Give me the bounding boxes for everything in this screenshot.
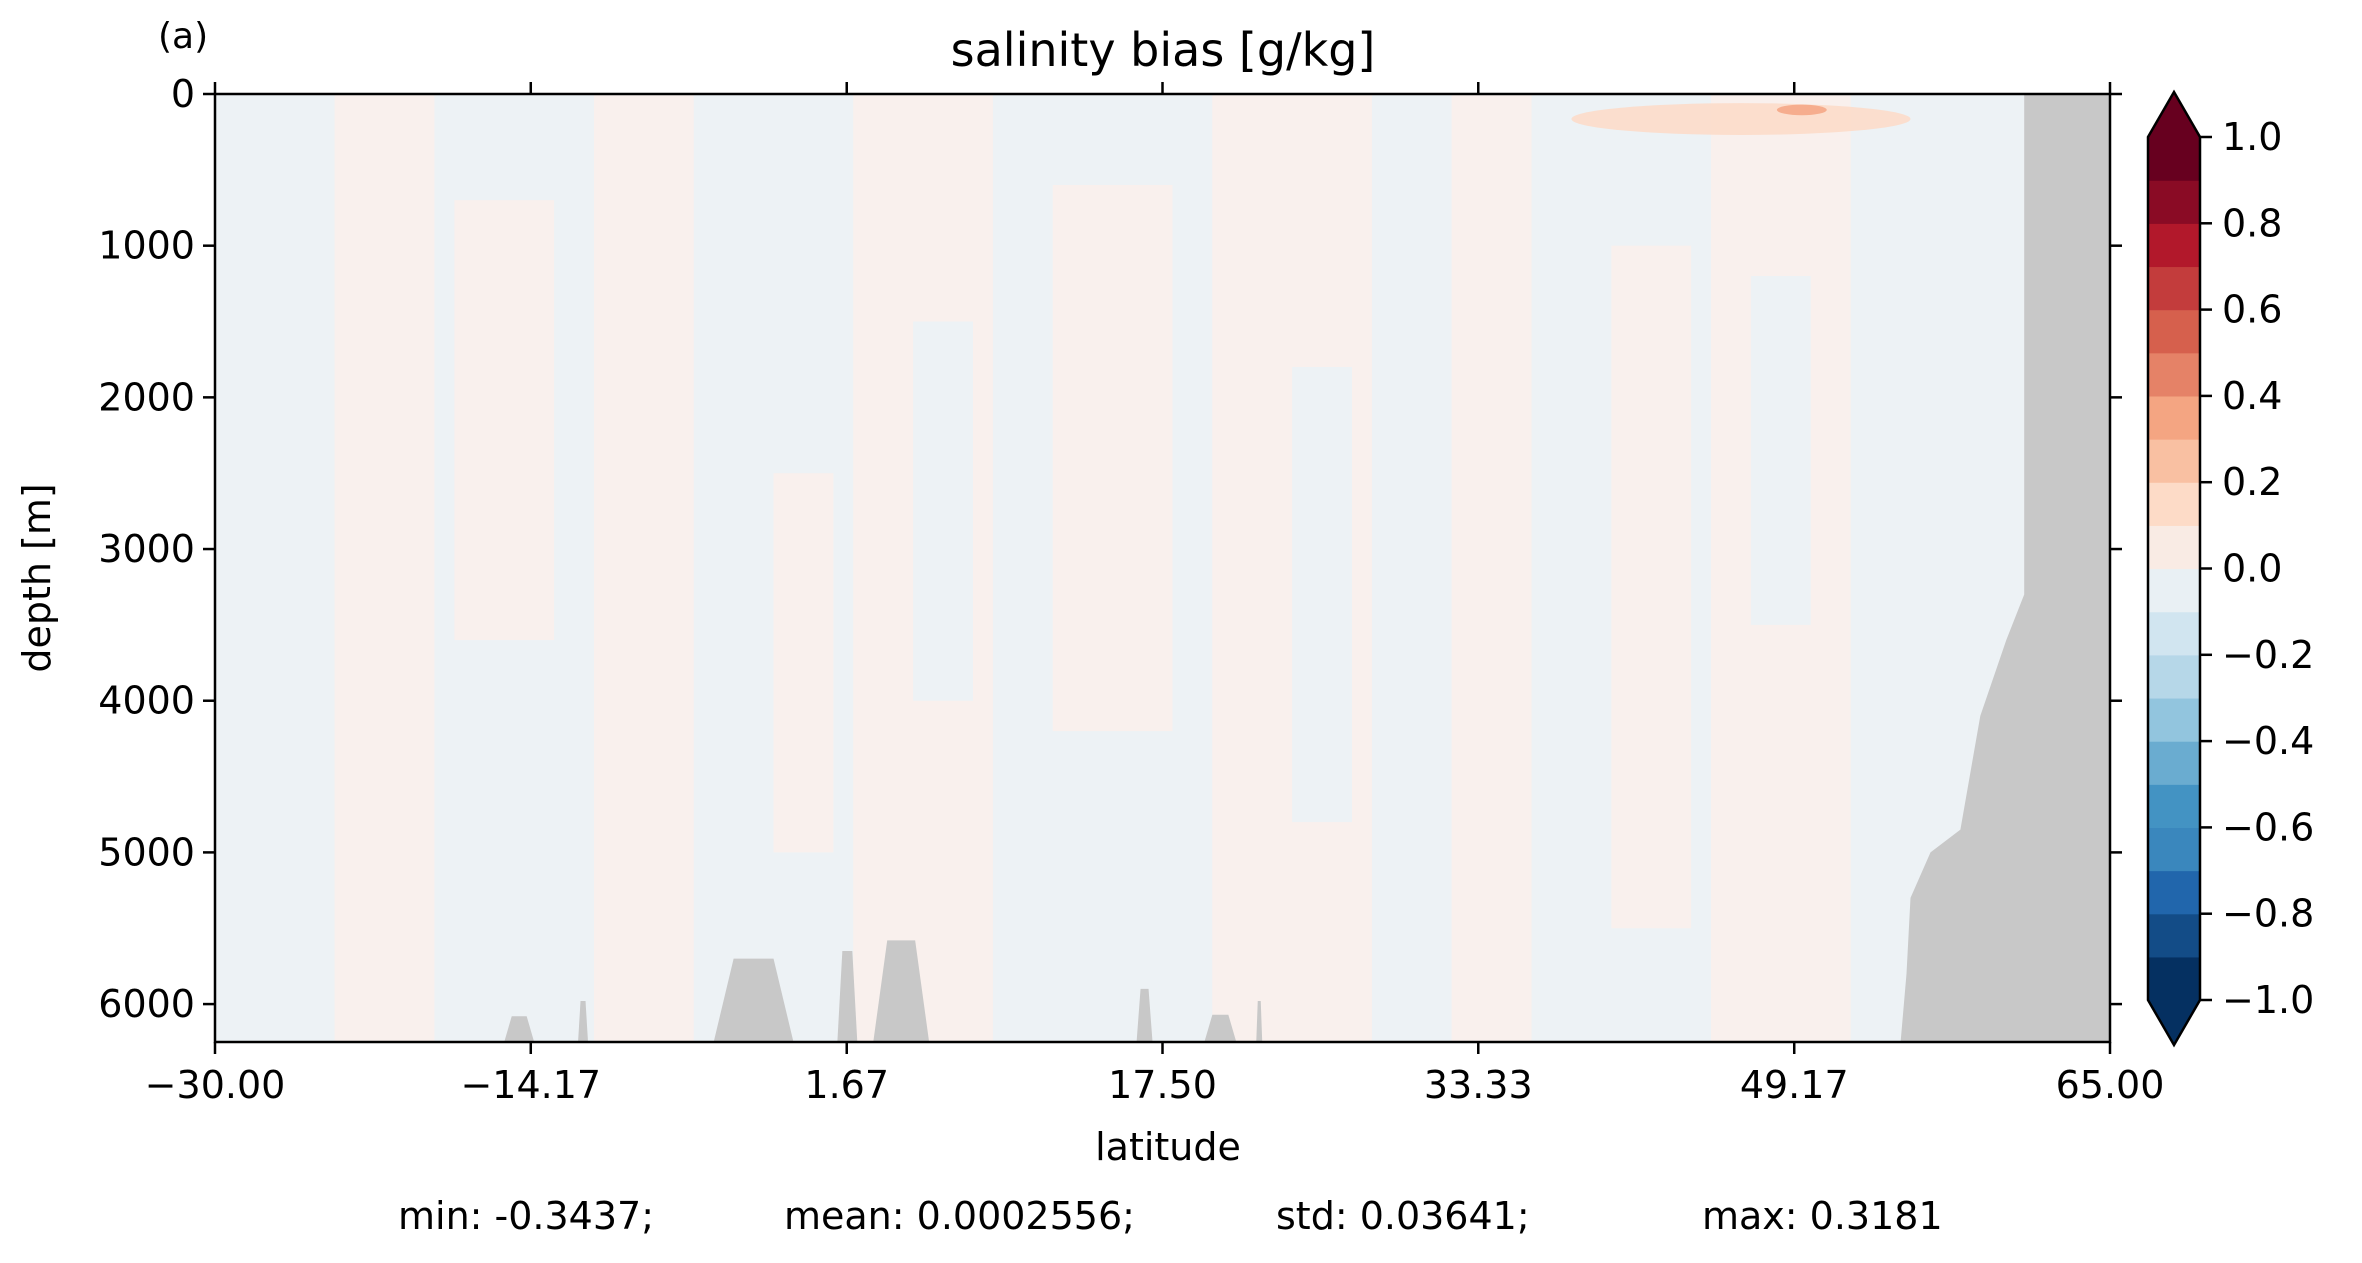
y-tick-label-5: 4000: [98, 679, 195, 723]
colorbar-level-16: [2148, 309, 2200, 354]
colorbar-level-19: [2148, 180, 2200, 224]
bias-patch-5: [1292, 367, 1352, 823]
x-tick-label-2: −14.17: [460, 1063, 601, 1107]
colorbar-tick-label-7: −0.2: [2222, 633, 2314, 677]
chart-title: salinity bias [g/kg]: [951, 23, 1376, 77]
x-tick-label-1: −30.00: [145, 1063, 286, 1107]
colorbar-extend-bottom: [2148, 1000, 2200, 1045]
colorbar-level-12: [2148, 482, 2200, 526]
bias-patch-7: [1750, 276, 1811, 625]
bias-band-4: [594, 94, 694, 1042]
colorbar-level-10: [2148, 568, 2200, 613]
y-tick-label-6: 5000: [98, 830, 195, 874]
colorbar-level-7: [2148, 697, 2200, 742]
bias-patch-4: [773, 473, 834, 853]
axes: −30.00 −14.17 1.67 17.50 33.33 49.17 65.00 0 100…: [98, 72, 2164, 1107]
seafloor-7: [1204, 1014, 1237, 1042]
bias-band-2: [334, 94, 435, 1042]
colorbar-level-17: [2148, 266, 2200, 311]
colorbar-tick-label-3: 0.6: [2222, 288, 2282, 332]
colorbar-tick-label-9: −0.6: [2222, 805, 2314, 849]
bias-patch-3: [1611, 245, 1692, 929]
colorbar-level-5: [2148, 784, 2200, 828]
seafloor-2: [578, 1001, 589, 1042]
colorbar-level-13: [2148, 439, 2200, 483]
bias-patch-6: [913, 321, 973, 701]
stat-min: min: -0.3437;: [398, 1194, 655, 1238]
land-mask: [1900, 94, 2110, 1042]
seafloor-6: [1136, 988, 1153, 1042]
y-tick-label-2: 1000: [98, 224, 195, 268]
panel-label: (a): [158, 16, 208, 57]
colorbar-level-20: [2148, 137, 2200, 181]
colorbar-level-3: [2148, 870, 2200, 915]
colorbar-level-9: [2148, 611, 2200, 656]
colorbar-level-4: [2148, 827, 2200, 872]
colorbar-tick-label-4: 0.4: [2222, 374, 2282, 418]
colorbar-level-14: [2148, 395, 2200, 440]
colorbar-extend-top: [2148, 92, 2200, 137]
statistics-line: min: -0.3437; mean: 0.0002556; std: 0.03…: [0, 1194, 2362, 1244]
y-tick-label-7: 6000: [98, 982, 195, 1026]
seafloor-3: [713, 958, 794, 1042]
y-tick-label-3: 2000: [98, 375, 195, 419]
stat-mean: mean: 0.0002556;: [784, 1194, 1135, 1238]
colorbar-tick-label-6: 0.0: [2222, 547, 2282, 591]
colorbar-tick-label-11: −1.0: [2222, 978, 2314, 1022]
seafloor-8: [1256, 1001, 1263, 1042]
surface-anomaly-2: [1776, 104, 1827, 116]
bias-band-9: [1371, 94, 1452, 1042]
x-tick-label-7: 65.00: [2056, 1063, 2165, 1107]
colorbar-level-8: [2148, 654, 2200, 699]
y-tick-label-1: 0: [171, 72, 195, 116]
bias-patch-1: [454, 200, 555, 641]
colorbar-level-2: [2148, 913, 2200, 958]
colorbar-tick-label-1: 1.0: [2222, 115, 2282, 159]
bias-patch-2: [1052, 185, 1173, 732]
seafloor-5: [873, 940, 930, 1042]
colorbar: 1.0 0.8 0.6 0.4 0.2 0.0 −0.2 −0.4 −0.6 −0.8 −1.0: [2146, 89, 2314, 1048]
y-axis-label: depth [m]: [15, 483, 59, 672]
x-tick-label-3: 1.67: [804, 1063, 889, 1107]
plot-area: [215, 94, 2110, 1042]
colorbar-level-11: [2148, 525, 2200, 570]
colorbar-tick-label-2: 0.8: [2222, 201, 2282, 245]
bias-band-10: [1451, 94, 1532, 1042]
seafloor-4: [837, 950, 858, 1042]
colorbar-level-15: [2148, 352, 2200, 397]
x-tick-label-6: 49.17: [1740, 1063, 1849, 1107]
bias-band-1: [215, 94, 335, 1042]
colorbar-tick-label-5: 0.2: [2222, 460, 2282, 504]
colorbar-tick-label-10: −0.8: [2222, 892, 2314, 936]
x-axis-label: latitude: [1095, 1125, 1241, 1169]
stat-max: max: 0.3181: [1702, 1194, 1943, 1238]
y-tick-label-4: 3000: [98, 527, 195, 571]
stat-std: std: 0.03641;: [1276, 1194, 1530, 1238]
colorbar-level-6: [2148, 741, 2200, 785]
colorbar-tick-label-8: −0.4: [2222, 719, 2314, 763]
x-tick-label-5: 33.33: [1424, 1063, 1533, 1107]
seafloor-1: [504, 1016, 535, 1042]
surface-anomaly-1: [1571, 103, 1911, 135]
colorbar-level-1: [2148, 956, 2200, 1001]
x-tick-label-4: 17.50: [1108, 1063, 1217, 1107]
colorbar-level-18: [2148, 223, 2200, 268]
